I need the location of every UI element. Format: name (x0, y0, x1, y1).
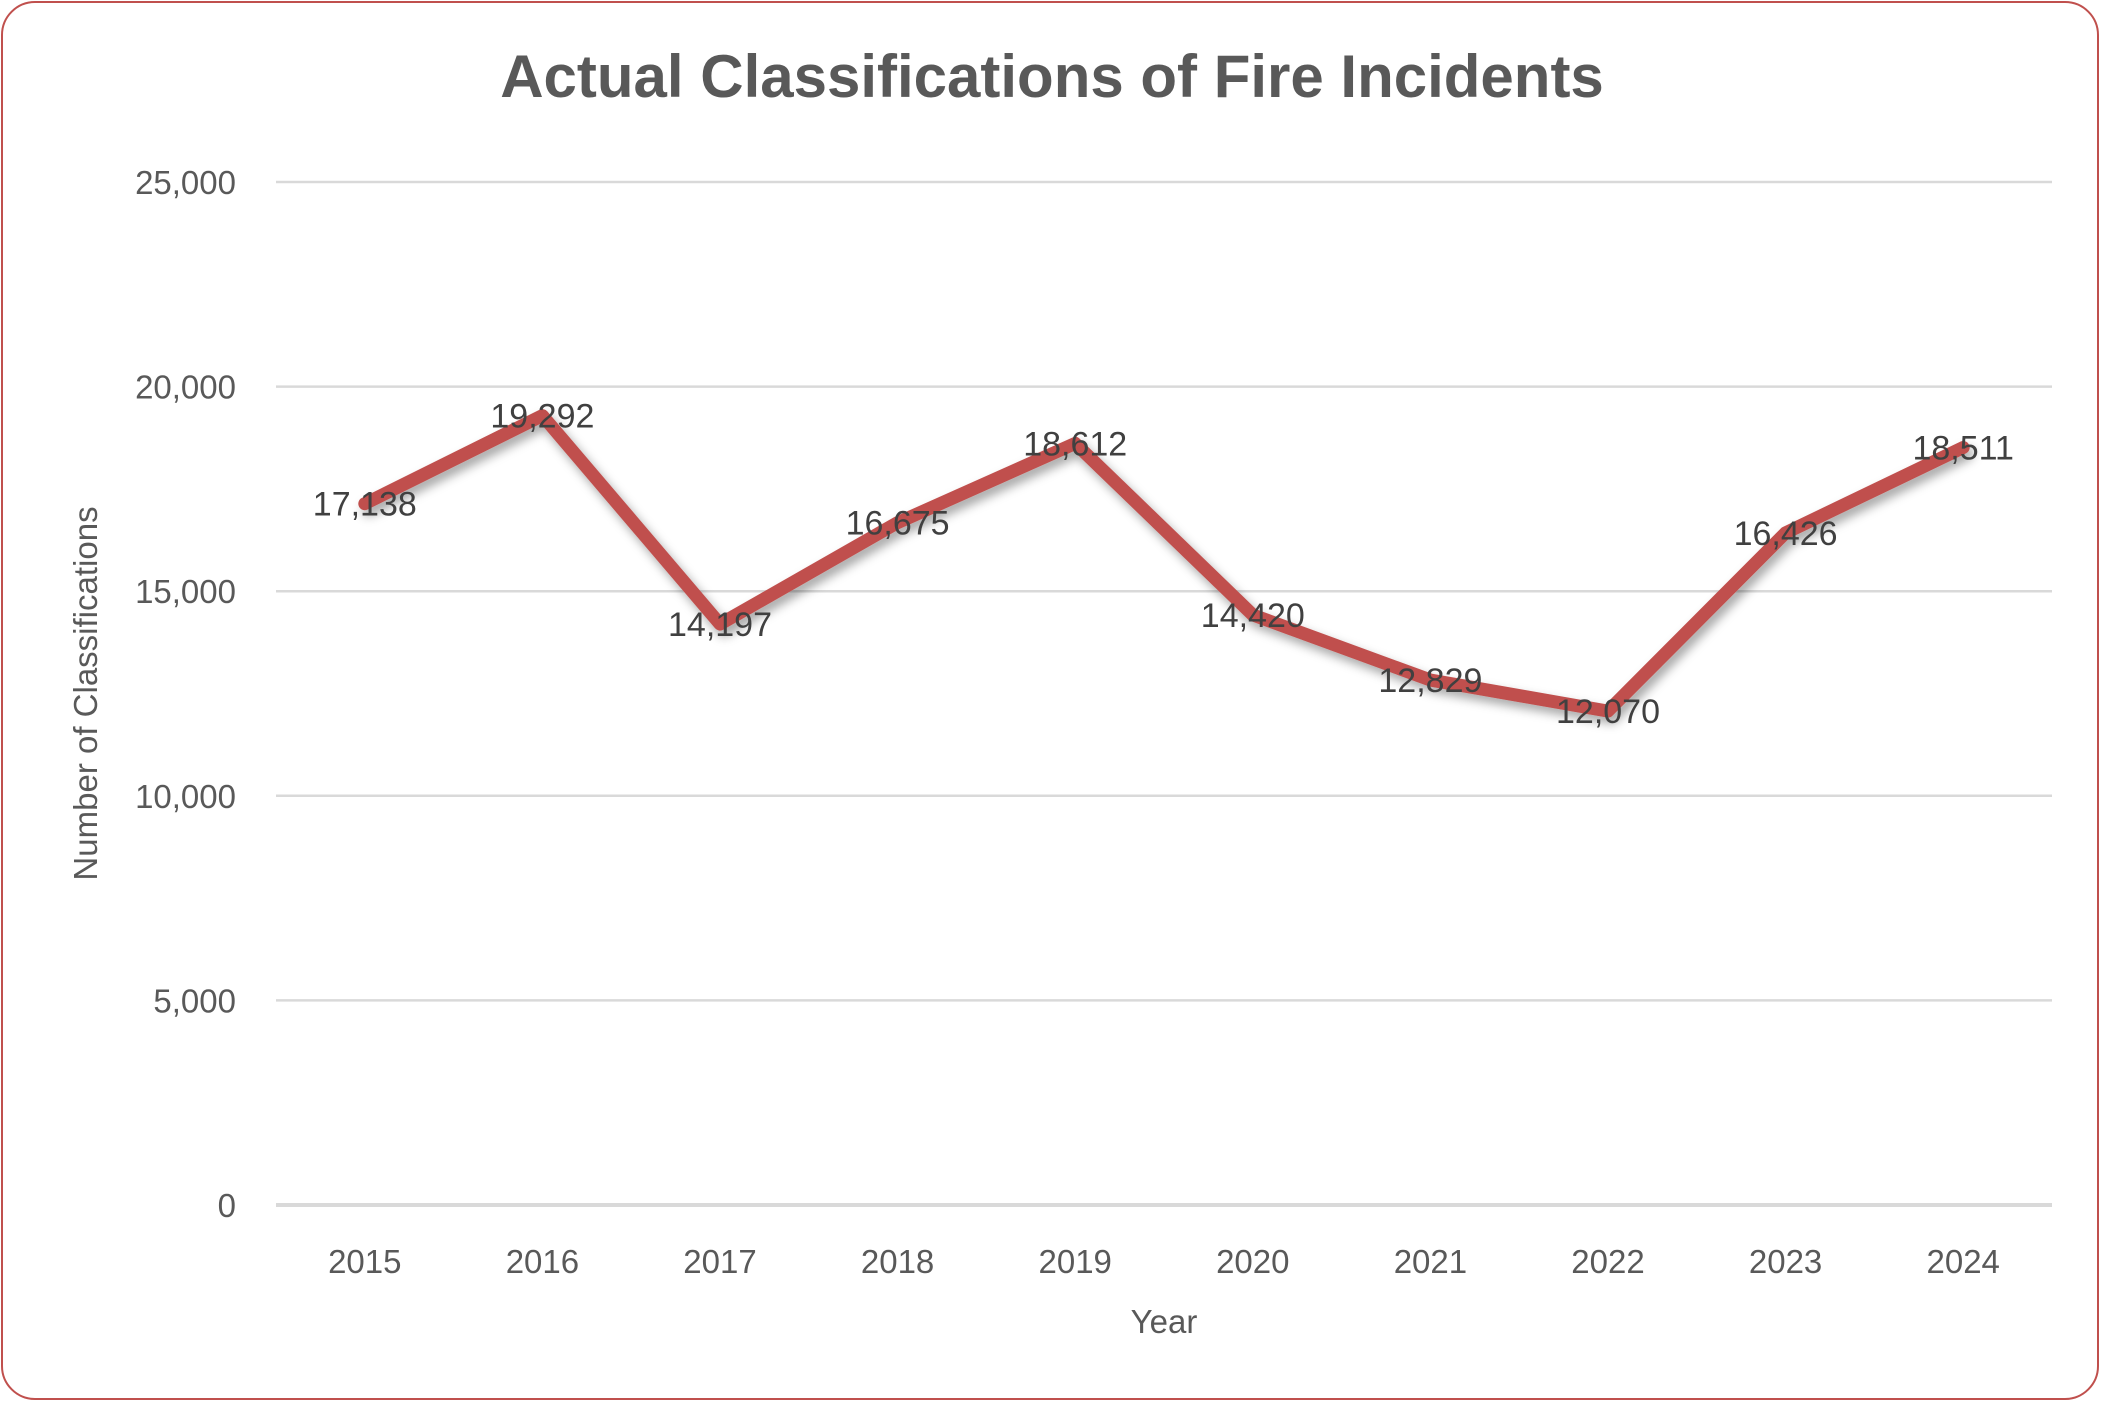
x-tick-label: 2018 (861, 1243, 934, 1280)
y-axis-title: Number of Classifications (67, 506, 104, 880)
data-label: 17,138 (313, 486, 417, 524)
data-label: 16,426 (1734, 515, 1838, 553)
series-line (358, 409, 1970, 718)
x-tick-label: 2020 (1216, 1243, 1289, 1280)
y-tick-label: 15,000 (135, 573, 236, 610)
y-tick-label: 0 (218, 1187, 236, 1224)
x-tick-label: 2015 (328, 1243, 401, 1280)
data-label: 12,070 (1556, 693, 1660, 731)
data-label: 14,197 (668, 606, 772, 644)
y-tick-label: 10,000 (135, 778, 236, 815)
x-tick-label: 2019 (1038, 1243, 1111, 1280)
data-label: 19,292 (490, 398, 594, 436)
data-label: 14,420 (1201, 597, 1305, 635)
x-tick-label: 2024 (1926, 1243, 1999, 1280)
x-tick-label: 2021 (1394, 1243, 1467, 1280)
y-tick-label: 25,000 (135, 164, 236, 201)
data-label: 12,829 (1378, 662, 1482, 700)
x-axis-title: Year (1131, 1303, 1198, 1340)
data-label: 18,612 (1023, 425, 1127, 463)
x-tick-label: 2023 (1749, 1243, 1822, 1280)
y-tick-label: 5,000 (153, 982, 236, 1019)
chart-title: Actual Classifications of Fire Incidents (500, 43, 1604, 110)
y-tick-label: 20,000 (135, 369, 236, 406)
data-label: 18,511 (1912, 430, 2013, 468)
x-tick-label: 2017 (683, 1243, 756, 1280)
x-tick-label: 2022 (1571, 1243, 1644, 1280)
x-tick-label: 2016 (506, 1243, 579, 1280)
data-label: 16,675 (846, 505, 950, 543)
